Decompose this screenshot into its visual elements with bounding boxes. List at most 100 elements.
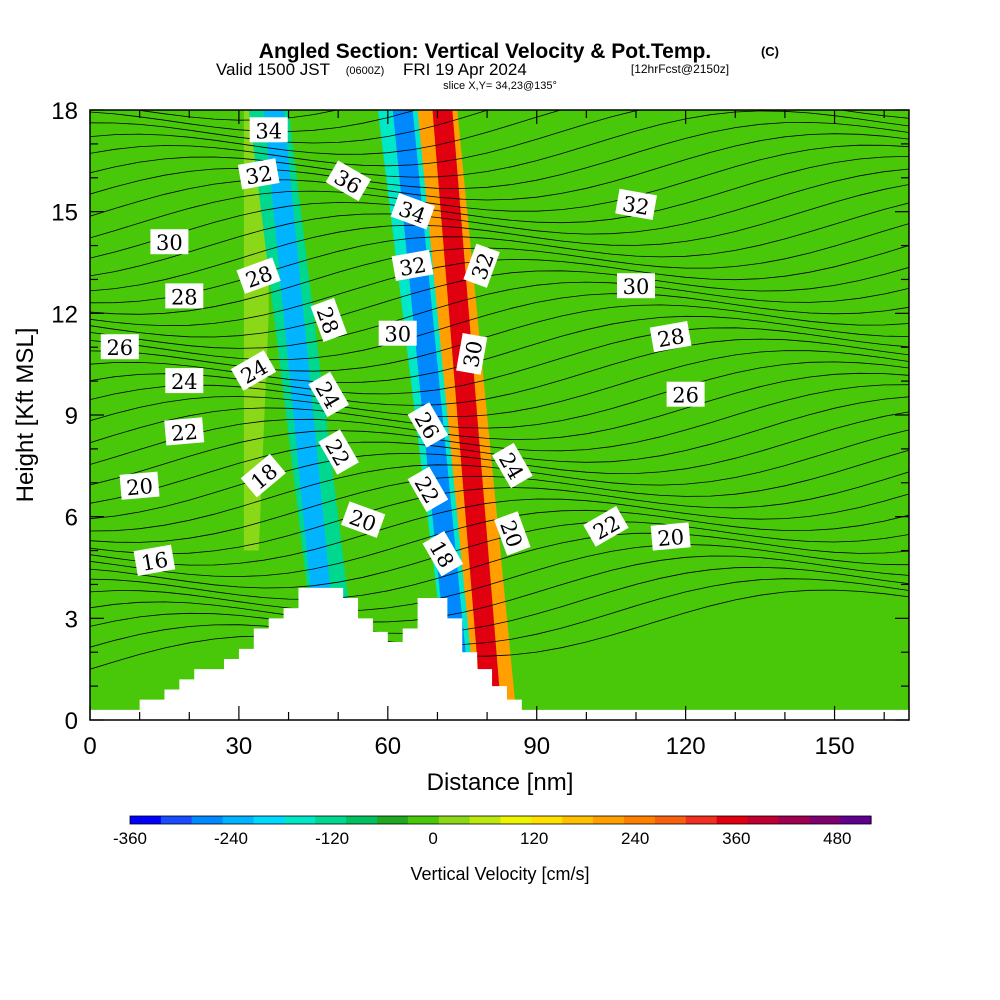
contour-label-box <box>308 371 350 418</box>
contour-label-box <box>456 333 488 375</box>
contour-label: 32 <box>615 188 657 220</box>
contour-label: 22 <box>164 417 205 446</box>
x-tick-label: 90 <box>523 733 550 760</box>
y-axis-title: Height [Kft MSL] <box>12 328 39 503</box>
colorbar: -360 -240 -120 0 120 240 360 480 <box>113 815 872 848</box>
isentrope-line <box>90 110 909 178</box>
isentrope-line <box>90 293 909 361</box>
contour-label-text: 30 <box>459 339 487 369</box>
contour-label-box <box>100 334 139 360</box>
colorbar-swatch <box>346 816 378 824</box>
x-tick-label: 0 <box>83 733 96 760</box>
isentrope-line <box>90 361 909 444</box>
colorbar-swatch <box>130 816 162 824</box>
isentrope-line <box>90 110 562 155</box>
isentrope-line <box>90 493 909 566</box>
isentrope-line <box>90 449 909 543</box>
contour-label: 26 <box>100 334 139 360</box>
contour-label: 30 <box>617 273 655 299</box>
isentrope-line <box>90 521 909 589</box>
colorbar-swatch <box>531 816 563 824</box>
isentrope-line <box>90 555 909 623</box>
isentrope-line <box>90 133 909 217</box>
contour-label-box <box>119 471 160 500</box>
colorbar-swatch <box>253 816 285 824</box>
isentrope-line <box>90 110 490 144</box>
isentrope-line <box>90 578 909 648</box>
contour-label-box <box>165 368 204 394</box>
isentrope-line <box>90 144 909 239</box>
valid-date: FRI 19 Apr 2024 <box>403 60 527 79</box>
contour-label-box <box>325 160 372 202</box>
contour-label-text: 24 <box>171 370 198 394</box>
contour-label-text: 20 <box>125 474 154 500</box>
contour-label-text: 32 <box>621 192 651 220</box>
isentrope-line <box>90 121 909 195</box>
isentrope-line <box>90 327 909 395</box>
colorbar-tick-label: 360 <box>722 829 750 848</box>
colorbar-swatch <box>284 816 316 824</box>
contour-label-text: 28 <box>171 285 198 309</box>
isentrope-line <box>90 566 909 634</box>
contour-label-text: 32 <box>398 253 428 281</box>
colorbar-swatch <box>407 816 440 824</box>
colorbar-swatch <box>716 816 749 824</box>
y-tick-label: 15 <box>51 200 78 227</box>
velocity-patch <box>536 533 676 670</box>
contour-label-box <box>378 320 417 346</box>
contour-label: 34 <box>249 117 288 143</box>
colorbar-swatch <box>222 816 255 824</box>
isentrope-line <box>90 532 909 600</box>
contour-label-box <box>164 417 205 446</box>
colorbar-swatch <box>685 816 718 824</box>
contour-label: 16 <box>133 544 176 576</box>
x-tick-label: 150 <box>815 733 855 760</box>
contour-label: 30 <box>378 320 417 347</box>
contour-label-box <box>407 466 449 513</box>
x-tick-label: 30 <box>226 733 253 760</box>
contour-label: 32 <box>391 249 434 282</box>
isentrope-line <box>90 223 909 315</box>
contour-label-text: 26 <box>106 336 133 360</box>
y-tick-label: 0 <box>65 708 78 735</box>
isentrope-line <box>90 168 909 277</box>
contour-label: 28 <box>165 283 204 309</box>
contour-label-text: 34 <box>255 119 282 143</box>
colorbar-swatch <box>778 816 810 824</box>
copyright-mark: (C) <box>761 44 779 59</box>
isentrope-line <box>90 589 909 670</box>
contour-label-box <box>583 506 629 547</box>
isentrope-line <box>90 384 909 486</box>
isentrope-line <box>90 281 909 349</box>
colorbar-swatch <box>562 816 594 824</box>
colorbar-swatch <box>593 816 625 824</box>
contour-label-box <box>617 273 655 299</box>
colorbar-frame <box>129 815 872 825</box>
chart-title: Angled Section: Vertical Velocity & Pot.… <box>259 40 711 63</box>
contour-label: 32 <box>237 158 280 190</box>
contour-label-text: 30 <box>384 323 411 347</box>
contour-label-box <box>492 442 533 489</box>
contour-label-box <box>240 453 286 498</box>
colorbar-tick-label: -360 <box>113 829 147 848</box>
colorbar-swatch <box>809 816 841 824</box>
contour-label-box <box>422 530 464 577</box>
isentrope-line <box>90 184 909 292</box>
colorbar-title: Vertical Velocity [cm/s] <box>410 864 589 884</box>
contour-label-box <box>391 249 434 282</box>
isentrope-line <box>90 315 909 384</box>
y-tick-label: 9 <box>65 403 78 430</box>
contour-label-box <box>249 117 288 143</box>
contour-label-text: 22 <box>170 420 199 446</box>
contour-label: 28 <box>649 320 692 352</box>
colorbar-swatch <box>160 816 193 824</box>
contour-label-text: 32 <box>244 161 274 189</box>
contour-label: 20 <box>650 522 691 551</box>
contour-label-text: 28 <box>656 324 686 352</box>
slice-info: slice X,Y= 34,23@135° <box>443 80 557 92</box>
contour-label-box <box>407 402 449 448</box>
contour-label-text: 26 <box>672 384 699 408</box>
